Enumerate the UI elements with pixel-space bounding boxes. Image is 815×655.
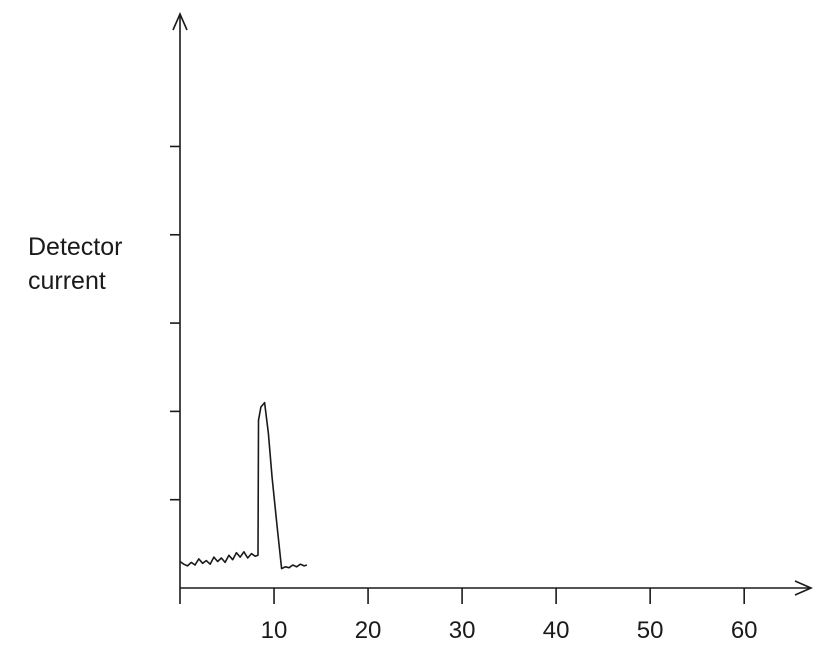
y-axis-label-line-1: Detector	[28, 233, 123, 261]
x-tick-label: 30	[449, 617, 476, 644]
x-tick-label: 20	[355, 617, 382, 644]
y-axis-arrow	[172, 12, 188, 31]
y-ticks	[170, 145, 180, 501]
x-tick-label: 10	[261, 617, 288, 644]
x-ticks: 10 20 30 40 50 60	[261, 588, 758, 644]
detector-current-trace	[179, 401, 308, 570]
x-tick-label: 50	[637, 617, 664, 644]
x-tick-label: 40	[543, 617, 570, 644]
y-axis-label-line-2: current	[28, 267, 106, 295]
x-tick-label: 60	[731, 617, 758, 644]
x-axis-arrow	[794, 580, 813, 596]
y-axis-label: Detector current	[28, 230, 122, 298]
series-layer	[179, 401, 308, 570]
axes	[172, 12, 813, 604]
